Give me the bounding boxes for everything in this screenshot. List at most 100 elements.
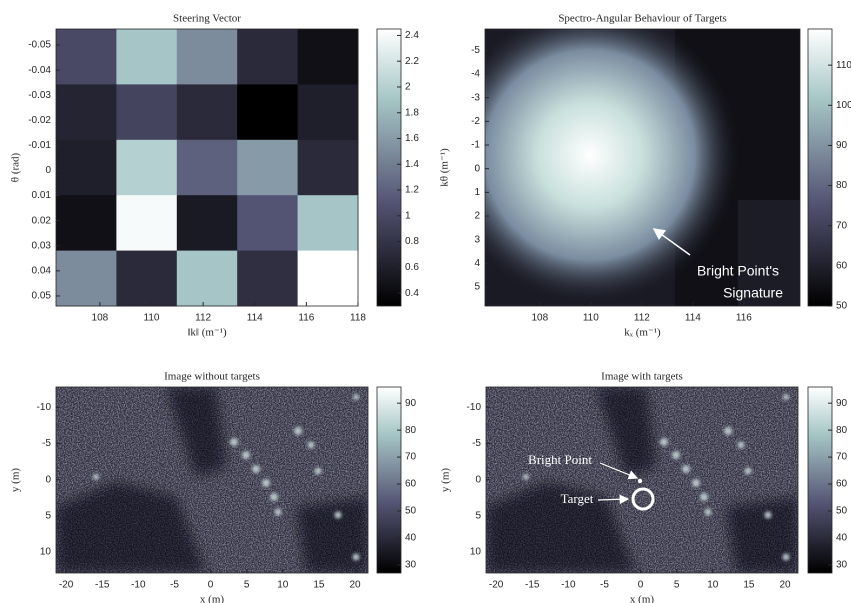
x-tick-label: -5 [170,580,179,591]
x-tick-label: -20 [489,580,504,591]
y-tick-label: -0.05 [28,40,51,51]
colorbar [376,386,402,574]
heatmap-cell [297,250,359,307]
y-tick-label: 4 [474,258,480,269]
bright-point [637,478,643,484]
heatmap-cell [237,139,299,196]
sonar-image [486,387,798,573]
x-tick-label: 10 [277,580,289,591]
x-tick-label: -15 [95,580,110,591]
x-tick-label: 116 [298,313,314,324]
y-tick-label: 2 [474,211,480,222]
colorbar-tick-label: 2.2 [405,56,419,67]
y-tick-label: 0 [45,165,51,176]
x-tick-label: -10 [561,580,576,591]
heatmap-cell [116,195,178,252]
y-tick-label: -0.03 [28,90,51,101]
colorbar [376,28,402,307]
heatmap-cell [237,250,299,307]
x-tick-label: 10 [707,580,719,591]
heatmap-cell [116,250,178,307]
y-tick-label: 0.01 [32,190,52,201]
y-tick-label: 0.05 [32,291,52,302]
chart-title: Spectro-Angular Behaviour of Targets [558,13,726,25]
x-tick-label: 108 [531,313,548,324]
colorbar-tick-label: 60 [836,260,848,271]
y-tick-label: 3 [474,234,480,245]
colorbar-tick-label: 110 [836,60,851,71]
colorbar-tick-label: 50 [836,301,848,312]
colorbar [807,386,833,574]
heatmap-cell [237,195,299,252]
axes-frame [55,28,359,307]
y-tick-label: -10 [37,402,52,413]
x-axis-label: kₓ (m⁻¹) [624,327,661,339]
y-axis-label: y (m) [10,468,22,492]
colorbar-tick-label: 90 [405,398,417,409]
heatmap-cell [56,250,117,307]
y-tick-label: 0.02 [32,215,52,226]
x-tick-label: 112 [195,313,211,324]
x-tick-label: 110 [144,313,160,324]
colorbar-tick-label: 100 [836,100,851,111]
annotation-arrow [599,462,639,480]
y-tick-label: 5 [474,282,480,293]
spectrum-image [485,29,800,306]
x-axis-label: x (m) [630,594,654,603]
y-tick-label: 0 [474,163,480,174]
colorbar-tick-label: 30 [836,560,848,571]
x-axis-label: ‖k‖ (m⁻¹) [187,327,227,339]
heatmap-cell [56,29,117,85]
x-tick-label: 5 [674,580,680,591]
annotation-arrow [597,494,630,505]
heatmap-cell [176,29,238,85]
colorbar-tick-label: 40 [836,533,848,544]
x-tick-label: -20 [59,580,74,591]
colorbar-tick-label: 30 [405,560,417,571]
colorbar-tick-label: 2.4 [405,30,419,41]
colorbar-tick-label: 60 [836,479,848,490]
heatmap-cell [56,139,117,196]
y-axis-label: kθ (m⁻¹) [439,148,451,187]
colorbar-tick-label: 1.8 [405,107,419,118]
y-tick-label: 5 [475,510,481,521]
x-tick-label: -10 [131,580,146,591]
heatmap-cell [56,84,117,141]
colorbar-tick-label: 80 [836,180,848,191]
sonar-image [56,387,368,573]
x-tick-label: 0 [208,580,214,591]
colorbar-tick-label: 0.4 [405,288,419,299]
chart-title: Image with targets [601,371,683,383]
heatmap-cell [176,195,238,252]
annotation: Bright Point [528,452,592,467]
colorbar-tick-label: 60 [405,479,417,490]
colorbar-tick-label: 1.2 [405,185,419,196]
heatmap-cell [176,139,238,196]
y-tick-label: 1 [474,187,480,198]
colorbar-tick-label: 0.8 [405,236,419,247]
heatmap-cell [237,84,299,141]
colorbar-tick-label: 70 [836,452,848,463]
colorbar-tick-label: 80 [405,425,417,436]
x-tick-label: -15 [525,580,540,591]
colorbar-tick-label: 1.6 [405,133,419,144]
y-axis-label: θ (rad) [10,152,22,182]
y-tick-label: 5 [45,510,51,521]
x-tick-label: 20 [349,580,361,591]
y-tick-label: -0.04 [28,65,51,76]
colorbar-tick-label: 50 [405,506,417,517]
heatmap-cell [297,195,359,252]
y-tick-label: 0 [475,474,481,485]
x-tick-label: 114 [685,313,701,324]
colorbar-tick-label: 90 [836,140,848,151]
y-tick-label: -5 [471,45,480,56]
colorbar-tick-label: 0.6 [405,262,419,273]
heatmap-cell [297,29,359,85]
colorbar-tick-label: 1.4 [405,159,419,170]
y-tick-label: -0.01 [28,140,51,151]
colorbar-tick-label: 2 [405,82,411,93]
x-tick-label: 114 [247,313,263,324]
y-tick-label: -5 [42,438,51,449]
colorbar-tick-label: 70 [405,452,417,463]
